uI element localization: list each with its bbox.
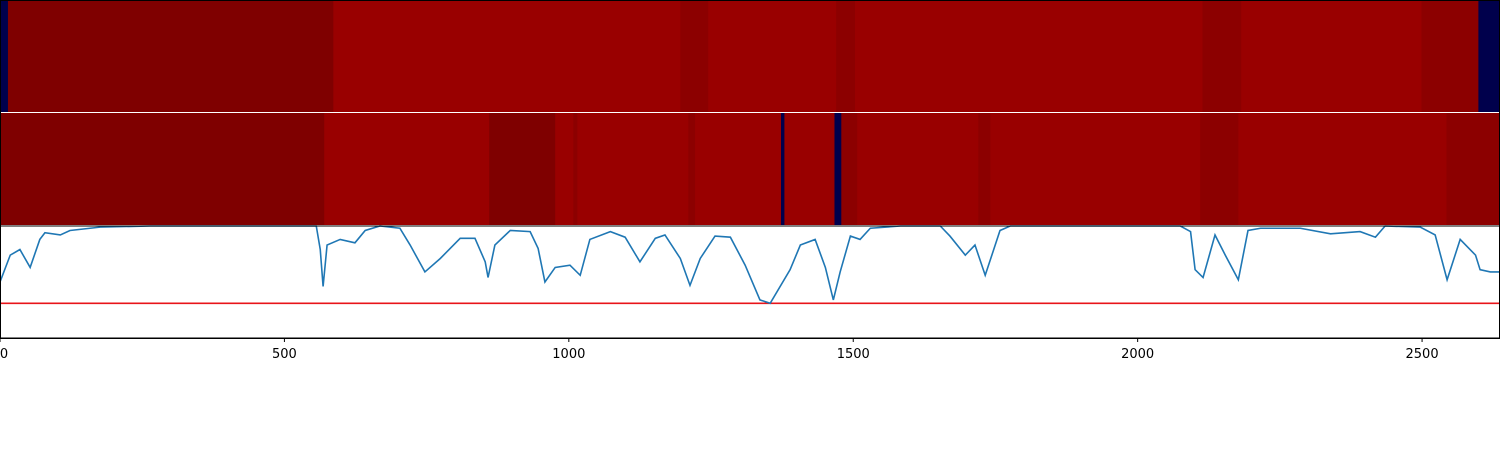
heatmap-cell [854,0,1204,112]
heatmap-cell [7,0,334,112]
heatmap-cell [1478,0,1500,112]
heatmap-cell [781,113,785,225]
heatmap-cell [784,113,835,225]
heatmap-cell [834,113,842,225]
heatmap-cell [1200,113,1239,225]
heatmap-cell [1238,113,1448,225]
series-line [0,225,1500,305]
heatmap-cell [0,113,325,225]
heatmap-cell [1241,0,1423,112]
heatmap-cell [1202,0,1242,112]
heatmap-cell [857,113,979,225]
heatmap-cell [680,0,709,112]
heatmap-cell [489,113,556,225]
x-tick-label: 0 [0,347,8,362]
x-tick-label: 2000 [1121,347,1154,362]
x-tick-label: 1000 [552,347,585,362]
heatmap-cell [573,113,578,225]
heatmap-cell [695,113,782,225]
heatmap-cell [555,113,574,225]
heatmap-cell [324,113,490,225]
heatmap-cell [577,113,689,225]
heatmap-cell [688,113,696,225]
x-tick-label: 500 [272,347,297,362]
heatmap-cell [990,113,1201,225]
heatmap-cell [836,0,856,112]
heatmap-cell [1421,0,1479,112]
heatmap-cell [1446,113,1500,225]
heatmap-cell [333,0,681,112]
heatmap-cell [978,113,991,225]
heatmap-cell [841,113,858,225]
plot-frame [0,225,1500,339]
x-tick-label: 2500 [1406,347,1439,362]
x-tick-label: 1500 [837,347,870,362]
heatmap-cell [708,0,837,112]
heatmap-cell [0,0,9,112]
